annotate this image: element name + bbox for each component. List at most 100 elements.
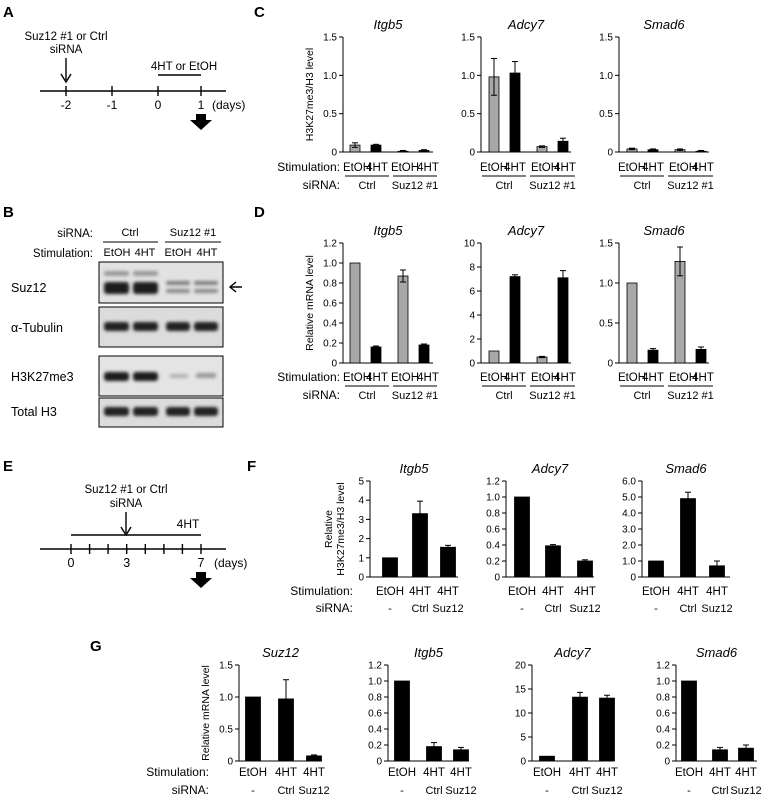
chart-g-suz12: Suz12 0 0.5 1.0 1.5 Relative mRNA level EtOH 4H… [200, 645, 330, 797]
y-tick-label: 0.6 [656, 709, 670, 720]
category-label: EtOH [675, 767, 703, 779]
lane-label: 4HT [135, 247, 156, 259]
category-label: 4HT [692, 162, 714, 174]
group-label: Ctrl [358, 390, 375, 402]
y-tick-label: 1.0 [599, 71, 613, 82]
category-label: EtOH [669, 372, 697, 384]
y-tick-label: 0.5 [461, 109, 475, 120]
sirna-label: Suz12 [591, 785, 622, 797]
category-label: 4HT [574, 586, 596, 598]
chart-title: Suz12 [262, 645, 300, 660]
y-tick-label: 1.2 [486, 477, 500, 488]
timeline-tick-label: 7 [198, 556, 205, 570]
lane-label: EtOH [165, 247, 192, 259]
sirna-label: Suz12 [445, 785, 476, 797]
y-tick-label: 2 [469, 335, 475, 346]
y-tick-label: 8 [469, 263, 475, 274]
y-tick-label: 0 [607, 359, 613, 370]
stimulation-label: 4HT [177, 517, 200, 531]
chart-title: Smad6 [643, 17, 685, 32]
y-tick-label: 1.0 [599, 279, 613, 290]
category-label: EtOH [391, 162, 419, 174]
category-label: EtOH [669, 162, 697, 174]
y-tick-label: 10 [515, 709, 527, 720]
chart-title: Smad6 [696, 645, 738, 660]
chart-title: Smad6 [665, 461, 707, 476]
category-label: 4HT [706, 586, 728, 598]
y-tick-label: 6.0 [622, 477, 636, 488]
y-tick-label: 0.4 [368, 725, 382, 736]
category-label: EtOH [480, 372, 508, 384]
treatment-line-2: siRNA [110, 498, 143, 510]
y-tick-label: 0 [331, 359, 337, 370]
y-tick-label: 0.2 [368, 741, 382, 752]
y-tick-label: 1.0 [323, 259, 337, 270]
y-tick-label: 0 [607, 148, 613, 159]
category-label: 4HT [504, 372, 526, 384]
y-tick-label: 1.5 [219, 661, 233, 672]
sirna-label: - [520, 603, 524, 615]
chart-g-itgb5: Itgb5 0 0.2 0.4 0.6 0.8 1.0 1.2 EtOH 4HT 4HT - Ctrl S… [368, 645, 477, 797]
bar [488, 350, 500, 364]
sirna-label: Ctrl [571, 785, 588, 797]
y-tick-label: 15 [515, 685, 527, 696]
y-tick-label: 3.0 [622, 525, 636, 536]
y-tick-label: 0.5 [219, 725, 233, 736]
y-tick-label: 2 [358, 534, 364, 545]
blot-bands [104, 322, 218, 331]
row-label-sirna: siRNA: [316, 601, 353, 615]
arrow-head-icon [60, 73, 72, 84]
chart-f-itgb5: Itgb5 0 1 2 3 4 5 RelativeH3K27me3/H3 level EtOH… [323, 461, 464, 615]
group-label: Ctrl [495, 390, 512, 402]
panel-label-d: D [254, 204, 265, 221]
category-label: EtOH [391, 372, 419, 384]
y-tick-label: 3 [358, 515, 364, 526]
sirna-label: Suz12 [432, 603, 463, 615]
category-label: EtOH [618, 372, 646, 384]
y-tick-label: 0.8 [656, 693, 670, 704]
group-label: Ctrl [495, 180, 512, 192]
y-tick-label: 2.0 [622, 541, 636, 552]
blot-bands [104, 407, 218, 416]
y-tick-label: 4 [469, 311, 475, 322]
sirna-label: - [388, 603, 392, 615]
sirna-label: - [687, 785, 691, 797]
y-tick-label: 0 [520, 757, 526, 768]
category-label: 4HT [709, 767, 731, 779]
sirna-label: - [654, 603, 658, 615]
bar [440, 546, 456, 578]
treatment-line-1: Suz12 #1 or Ctrl [84, 484, 167, 496]
sirna-label: Ctrl [425, 785, 442, 797]
treatment-line-2: siRNA [50, 44, 83, 56]
group-label: Suz12 #1 [529, 390, 575, 402]
y-tick-label: 0.4 [486, 541, 500, 552]
y-tick-label: 1.0 [219, 693, 233, 704]
y-tick-label: 0.4 [656, 725, 670, 736]
category-label: 4HT [275, 767, 297, 779]
blot-label: α-Tubulin [11, 321, 63, 335]
group-label: Suz12 #1 [667, 180, 713, 192]
stimulation-label: 4HT or EtOH [151, 61, 217, 73]
y-tick-label: 0.6 [486, 525, 500, 536]
chart-title: Itgb5 [374, 17, 404, 32]
blot-bands [104, 271, 218, 294]
y-tick-label: 0 [358, 573, 364, 584]
category-label: EtOH [480, 162, 508, 174]
panel-label-f: F [247, 458, 256, 475]
blot-label: Total H3 [11, 405, 57, 419]
category-label: EtOH [388, 767, 416, 779]
y-tick-label: 1.2 [656, 661, 670, 672]
y-axis-label-line: H3K27me3/H3 level [335, 482, 347, 575]
bar [514, 496, 530, 578]
timeline-tick-label: 3 [123, 556, 130, 570]
y-tick-label: 1.0 [461, 71, 475, 82]
bar [674, 260, 686, 364]
sirna-label: Suz12 [701, 603, 732, 615]
timeline-tick-label: 0 [68, 556, 75, 570]
y-tick-label: 0.5 [323, 109, 337, 120]
category-label: 4HT [692, 372, 714, 384]
treatment-line-1: Suz12 #1 or Ctrl [24, 31, 107, 43]
bar [418, 344, 430, 364]
